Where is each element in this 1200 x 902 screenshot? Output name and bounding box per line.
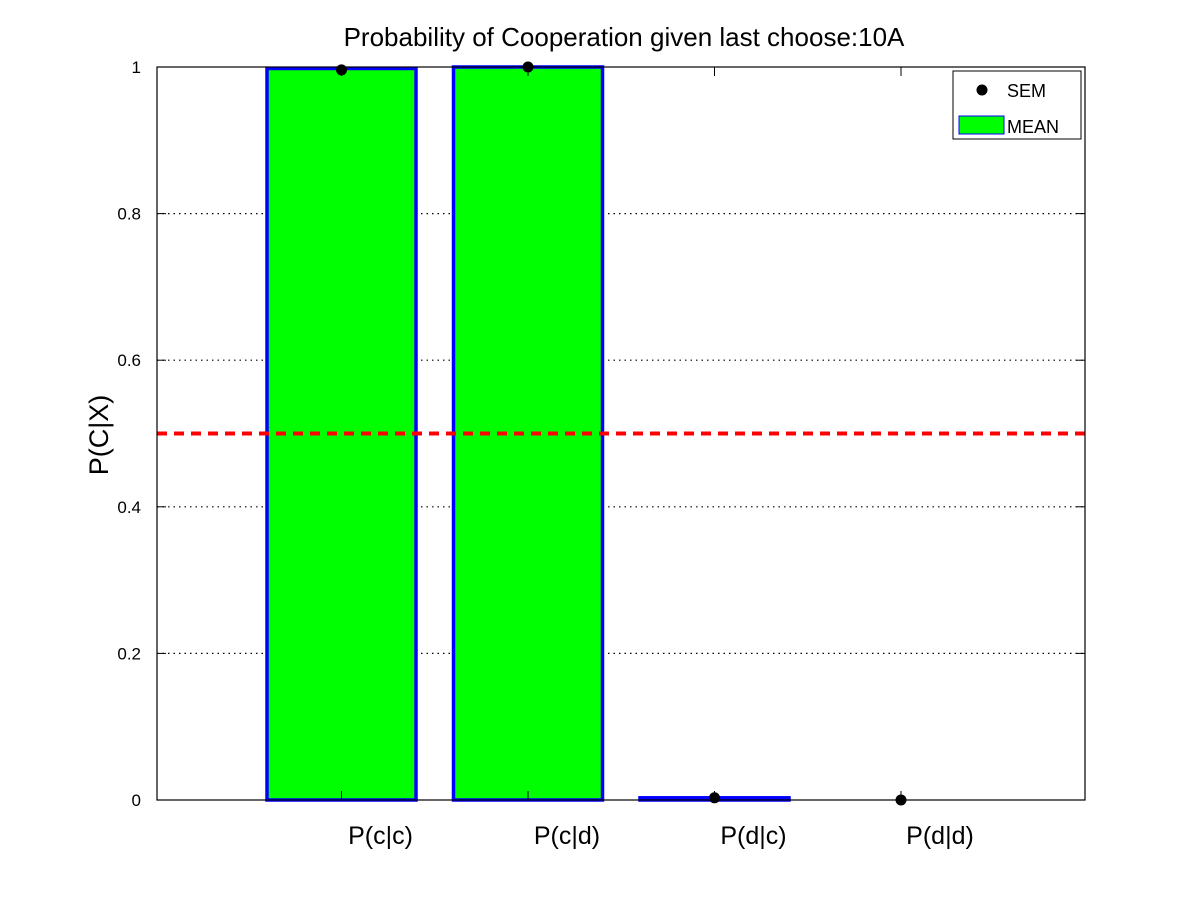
y-tick-label: 0	[132, 791, 141, 810]
legend: SEM MEAN	[952, 70, 1082, 140]
bar-2	[451, 65, 605, 802]
legend-mean-swatch	[958, 115, 1005, 135]
y-axis-label: P(C|X)	[84, 395, 114, 476]
legend-sem-label: SEM	[1007, 81, 1046, 101]
x-category-label: P(d|d)	[906, 822, 974, 850]
chart-title: Probability of Cooperation given last ch…	[344, 22, 905, 52]
x-category-label: P(c|d)	[534, 822, 600, 850]
y-tick-label: 0.4	[117, 498, 141, 517]
y-tick-label: 0.2	[117, 644, 141, 663]
y-tick-label: 0.6	[117, 351, 141, 370]
x-category-label: P(d|c)	[720, 822, 786, 850]
y-tick-label: 0.8	[117, 205, 141, 224]
x-category-labels: P(c|c) P(c|d) P(d|c) P(d|d)	[348, 822, 974, 850]
y-ticks: 0 0.2 0.4 0.6 0.8 1	[117, 58, 1085, 810]
legend-mean-label: MEAN	[1007, 117, 1059, 137]
y-tick-label: 1	[132, 58, 141, 77]
legend-sem-marker	[976, 84, 988, 96]
x-category-label: P(c|c)	[348, 822, 413, 850]
plot-frame	[156, 66, 1086, 801]
bar-1	[265, 66, 418, 802]
